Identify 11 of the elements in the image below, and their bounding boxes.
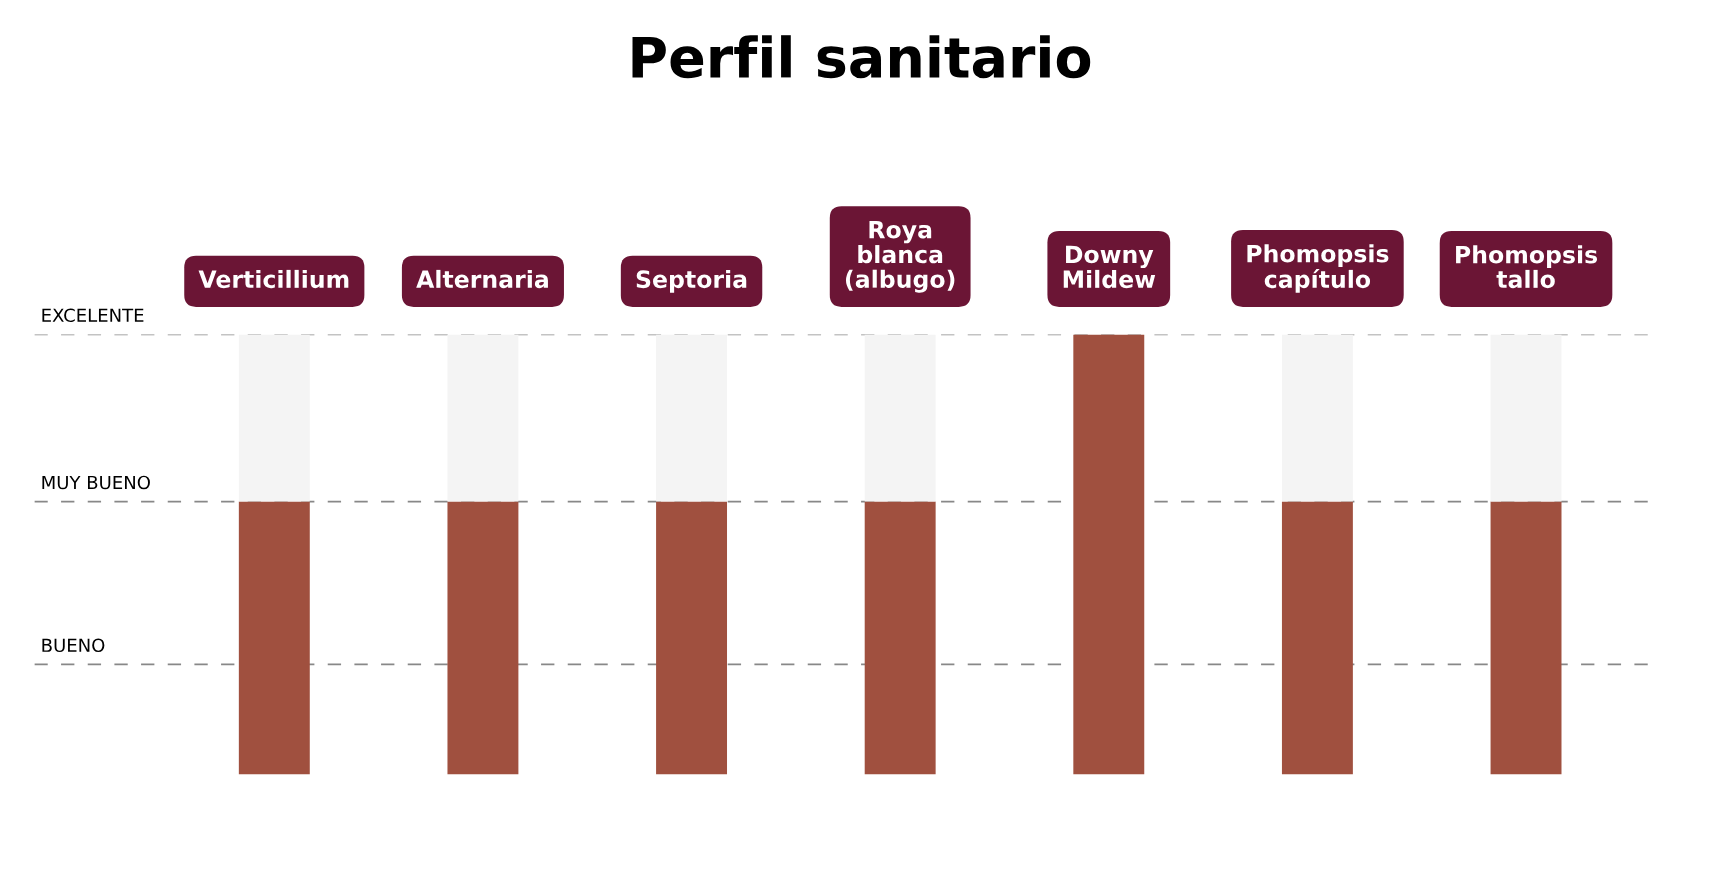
ref-line-label: EXCELENTE [42, 308, 144, 323]
x-tick-label: Downy Mildew [1063, 245, 1156, 289]
x-tick-label: Septoria [636, 269, 747, 293]
ref-line-label: BUENO [42, 638, 105, 653]
x-tick-label: Alternaria [416, 269, 548, 289]
x-tick-label: Roya blanca (albugo) [845, 220, 955, 293]
chart-title: Perfil sanitario [632, 35, 1091, 79]
ref-line-label: MUY BUENO [42, 475, 150, 490]
x-tick-label: Phomopsis capítulo [1247, 244, 1389, 293]
x-tick-label: Verticillium [198, 269, 349, 289]
x-tick-label: Phomopsis tallo [1456, 245, 1598, 289]
